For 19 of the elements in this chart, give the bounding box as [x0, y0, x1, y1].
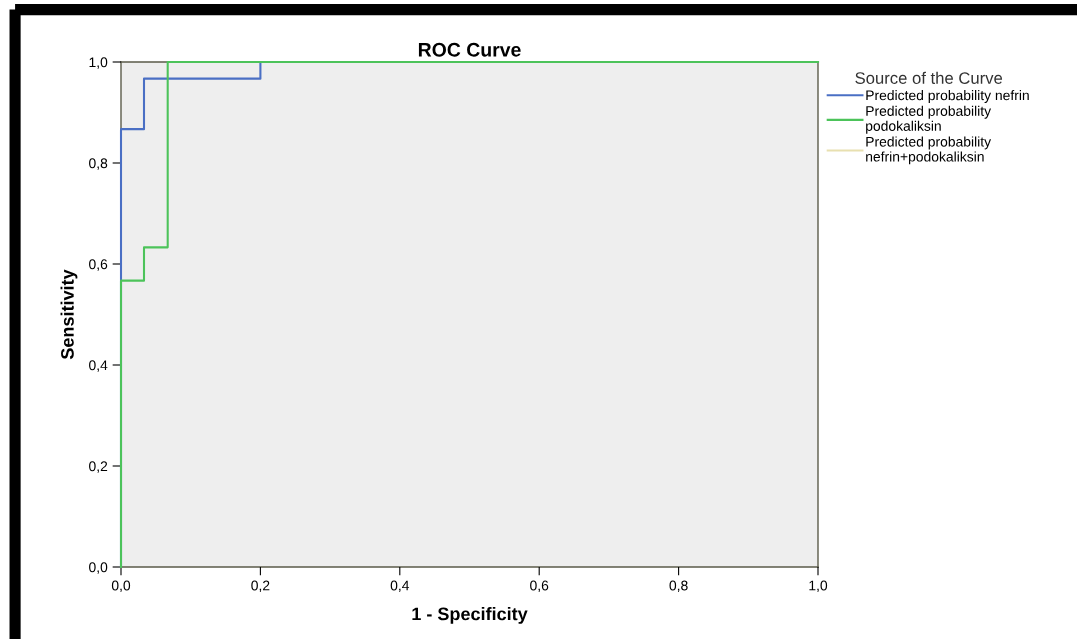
chart-title: ROC Curve: [418, 42, 521, 57]
y-tick-label: 0,0: [89, 562, 108, 574]
x-tick-label: 0,0: [111, 580, 131, 593]
y-axis-title: Sensitivity: [60, 269, 78, 360]
x-axis-title: 1 - Specificity: [412, 607, 528, 624]
legend-title: Source of the Curve: [855, 71, 1003, 84]
y-tick-label: 1,0: [89, 57, 108, 69]
x-tick-label: 0,2: [251, 580, 270, 593]
legend-label: Predicted probability nefrin: [866, 90, 1029, 103]
x-tick-label: 0,8: [669, 580, 688, 593]
y-tick-label: 0,6: [89, 259, 108, 271]
x-tick-label: 0,6: [530, 580, 549, 593]
legend-label: Predicted probability nefrin+podokaliksin: [866, 136, 992, 165]
y-tick-label: 0,2: [89, 461, 108, 473]
x-tick-label: 0,4: [390, 580, 410, 593]
y-tick-label: 0,8: [89, 158, 108, 170]
x-tick-label: 1,0: [809, 580, 828, 593]
legend-label: Predicted probability podokaliksin: [866, 105, 992, 134]
y-tick-label: 0,4: [89, 360, 108, 372]
